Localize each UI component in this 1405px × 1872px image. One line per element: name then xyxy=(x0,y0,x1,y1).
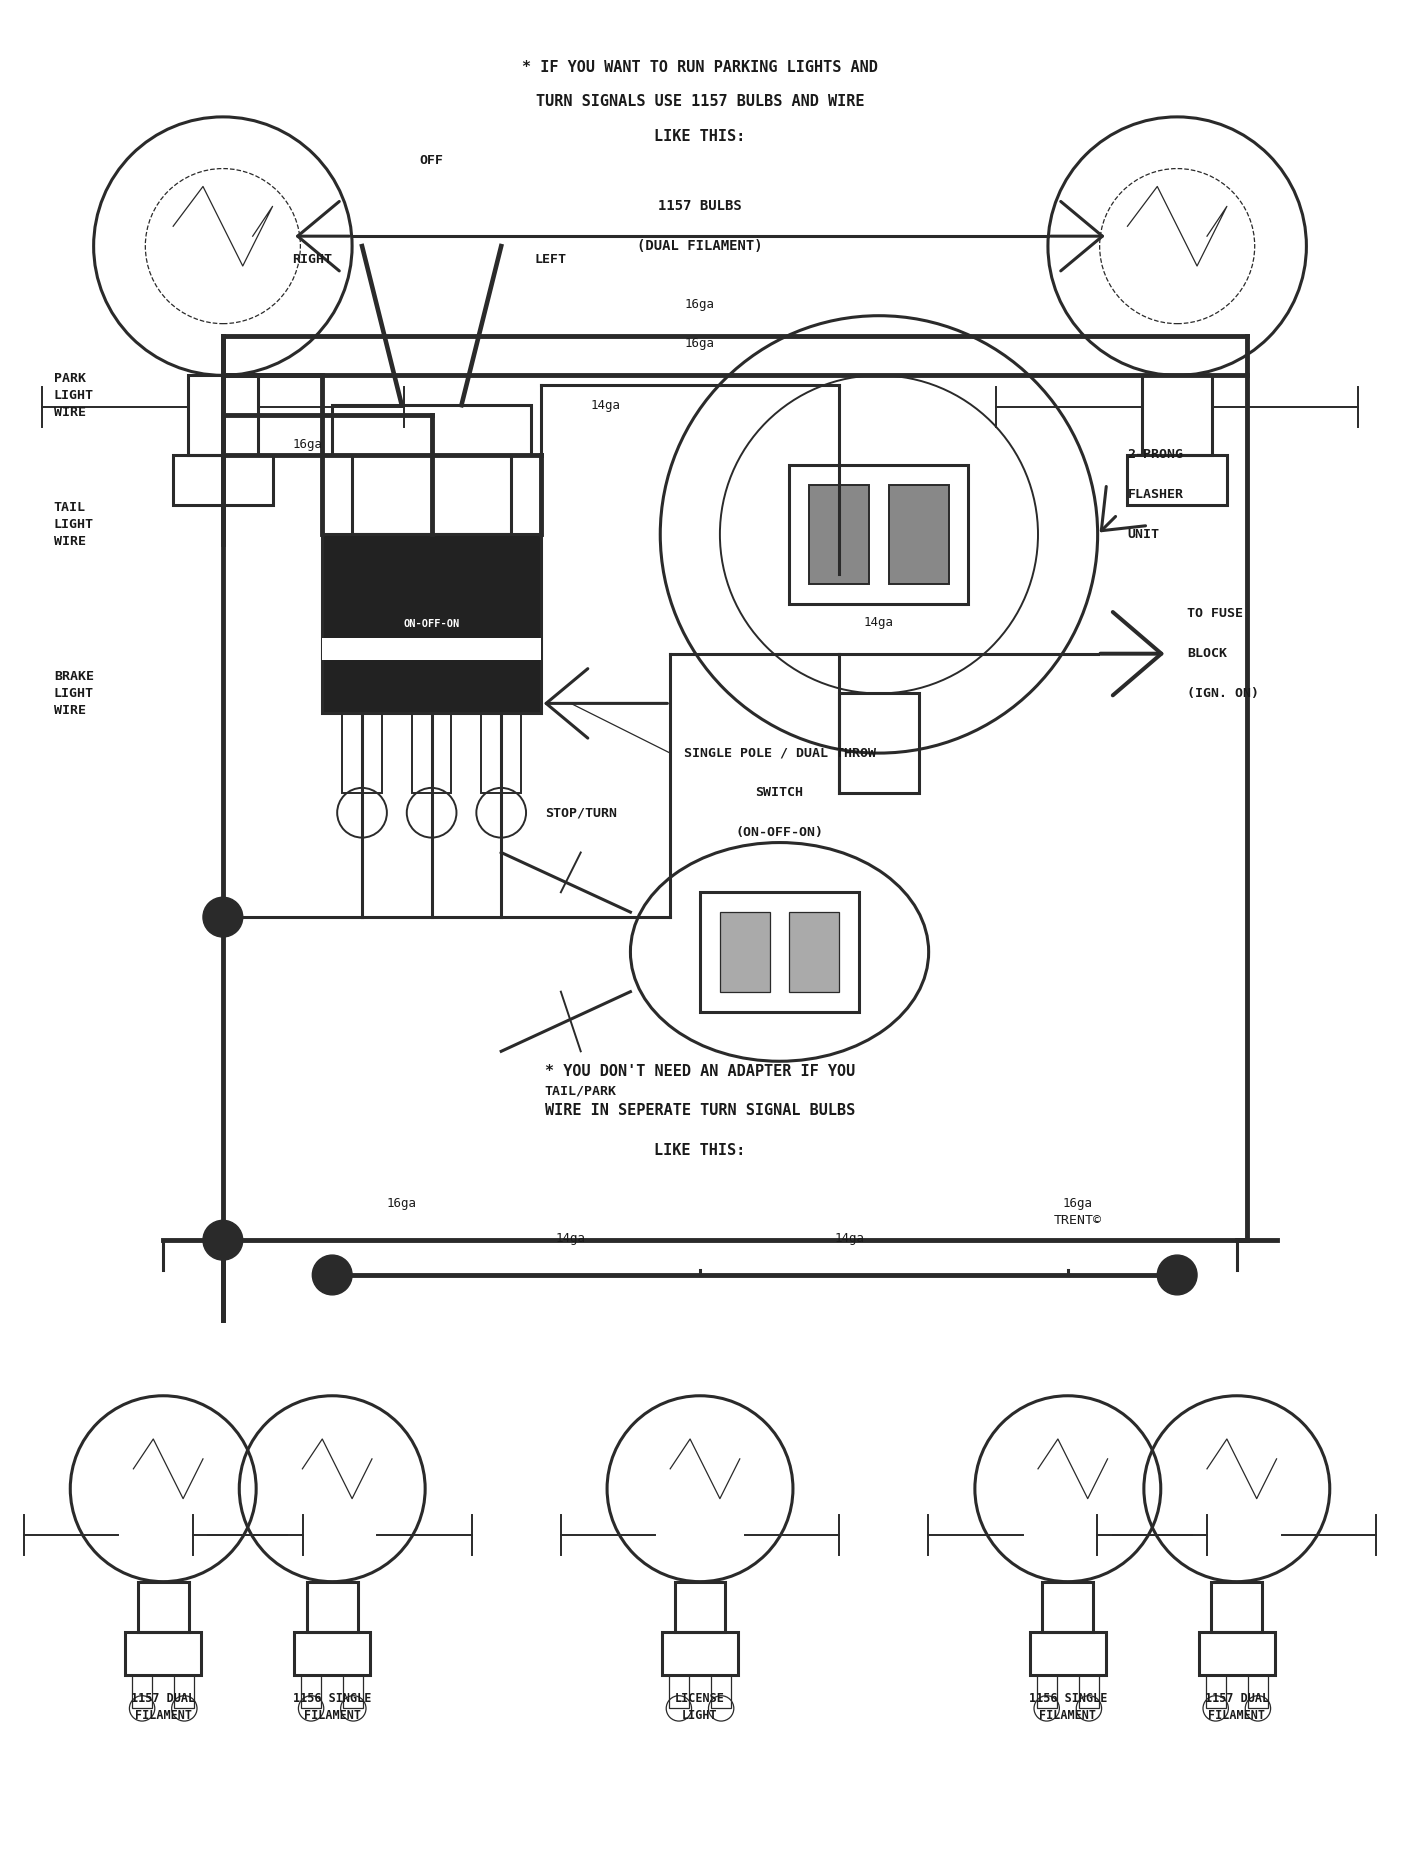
Text: 16ga: 16ga xyxy=(1062,1198,1093,1211)
Text: * YOU DON'T NEED AN ADAPTER IF YOU: * YOU DON'T NEED AN ADAPTER IF YOU xyxy=(545,1063,856,1078)
Bar xyxy=(332,404,531,455)
Bar xyxy=(173,455,273,505)
Text: LEFT: LEFT xyxy=(535,253,566,266)
Text: 14ga: 14ga xyxy=(864,616,894,629)
Text: 1157 DUAL
FILAMENT: 1157 DUAL FILAMENT xyxy=(1204,1692,1269,1722)
Bar xyxy=(1127,455,1227,505)
Text: SWITCH: SWITCH xyxy=(756,786,804,799)
Text: UNIT: UNIT xyxy=(1127,528,1159,541)
Bar xyxy=(1079,1675,1099,1709)
Text: 1157 BULBS: 1157 BULBS xyxy=(658,198,742,213)
Bar xyxy=(343,713,382,794)
Bar xyxy=(482,713,521,794)
Text: 16ga: 16ga xyxy=(686,298,715,311)
Bar xyxy=(719,912,770,992)
Bar xyxy=(1198,1632,1274,1675)
Text: 14ga: 14ga xyxy=(835,1232,864,1245)
Text: 16ga: 16ga xyxy=(386,1198,417,1211)
Circle shape xyxy=(202,1221,243,1260)
Bar xyxy=(790,464,968,605)
Bar xyxy=(1205,1675,1225,1709)
Bar xyxy=(353,455,511,534)
Bar xyxy=(132,1675,152,1709)
Bar xyxy=(138,1582,188,1632)
Bar xyxy=(1211,1582,1262,1632)
Bar xyxy=(839,693,919,794)
Circle shape xyxy=(1158,1254,1197,1295)
Circle shape xyxy=(312,1254,353,1295)
Text: * IF YOU WANT TO RUN PARKING LIGHTS AND: * IF YOU WANT TO RUN PARKING LIGHTS AND xyxy=(523,60,878,75)
Text: TAIL
LIGHT
WIRE: TAIL LIGHT WIRE xyxy=(53,502,94,548)
Bar xyxy=(174,1675,194,1709)
Text: TO FUSE: TO FUSE xyxy=(1187,607,1243,620)
Bar xyxy=(412,713,451,794)
Text: (DUAL FILAMENT): (DUAL FILAMENT) xyxy=(638,240,763,253)
Bar xyxy=(301,1675,322,1709)
Bar xyxy=(294,1632,371,1675)
Text: 14ga: 14ga xyxy=(590,399,621,412)
Text: STOP/TURN: STOP/TURN xyxy=(545,807,617,820)
Bar xyxy=(662,1632,738,1675)
Bar xyxy=(322,534,541,713)
Text: 16ga: 16ga xyxy=(292,438,322,451)
Text: 14ga: 14ga xyxy=(556,1232,586,1245)
Bar xyxy=(1248,1675,1269,1709)
Bar xyxy=(889,485,948,584)
Bar xyxy=(322,638,541,659)
Bar xyxy=(700,893,858,1011)
Bar xyxy=(790,912,839,992)
Text: LIKE THIS:: LIKE THIS: xyxy=(655,1144,746,1159)
Text: 1157 DUAL
FILAMENT: 1157 DUAL FILAMENT xyxy=(131,1692,195,1722)
Text: (IGN. ON): (IGN. ON) xyxy=(1187,687,1259,700)
Text: WIRE IN SEPERATE TURN SIGNAL BULBS: WIRE IN SEPERATE TURN SIGNAL BULBS xyxy=(545,1103,856,1118)
Text: SINGLE POLE / DUAL THROW: SINGLE POLE / DUAL THROW xyxy=(684,747,875,760)
Text: 2-PRONG: 2-PRONG xyxy=(1127,449,1183,461)
Bar xyxy=(669,1675,688,1709)
Text: PARK
LIGHT
WIRE: PARK LIGHT WIRE xyxy=(53,373,94,419)
Bar xyxy=(1142,376,1213,455)
Bar xyxy=(1030,1632,1106,1675)
Text: TURN SIGNALS USE 1157 BULBS AND WIRE: TURN SIGNALS USE 1157 BULBS AND WIRE xyxy=(535,94,864,109)
Bar xyxy=(343,1675,364,1709)
Bar xyxy=(306,1582,357,1632)
Text: ON-OFF-ON: ON-OFF-ON xyxy=(403,620,459,629)
Text: BLOCK: BLOCK xyxy=(1187,648,1227,661)
Text: 1156 SINGLE
FILAMENT: 1156 SINGLE FILAMENT xyxy=(294,1692,371,1722)
Text: TAIL/PARK: TAIL/PARK xyxy=(545,1084,617,1097)
Text: 1156 SINGLE
FILAMENT: 1156 SINGLE FILAMENT xyxy=(1028,1692,1107,1722)
Bar xyxy=(188,376,257,455)
Bar xyxy=(1037,1675,1057,1709)
Bar xyxy=(711,1675,731,1709)
Text: (ON-OFF-ON): (ON-OFF-ON) xyxy=(736,826,823,839)
Bar xyxy=(125,1632,201,1675)
Bar xyxy=(1043,1582,1093,1632)
Text: FLASHER: FLASHER xyxy=(1127,489,1183,502)
Text: RIGHT: RIGHT xyxy=(292,253,333,266)
Text: TRENT©: TRENT© xyxy=(1054,1213,1102,1226)
Text: 16ga: 16ga xyxy=(686,337,715,350)
Circle shape xyxy=(202,897,243,938)
Bar xyxy=(674,1582,725,1632)
Text: LICENSE
LIGHT: LICENSE LIGHT xyxy=(674,1692,725,1722)
Bar xyxy=(809,485,870,584)
Text: LIKE THIS:: LIKE THIS: xyxy=(655,129,746,144)
Text: OFF: OFF xyxy=(420,154,444,167)
Text: BRAKE
LIGHT
WIRE: BRAKE LIGHT WIRE xyxy=(53,670,94,717)
